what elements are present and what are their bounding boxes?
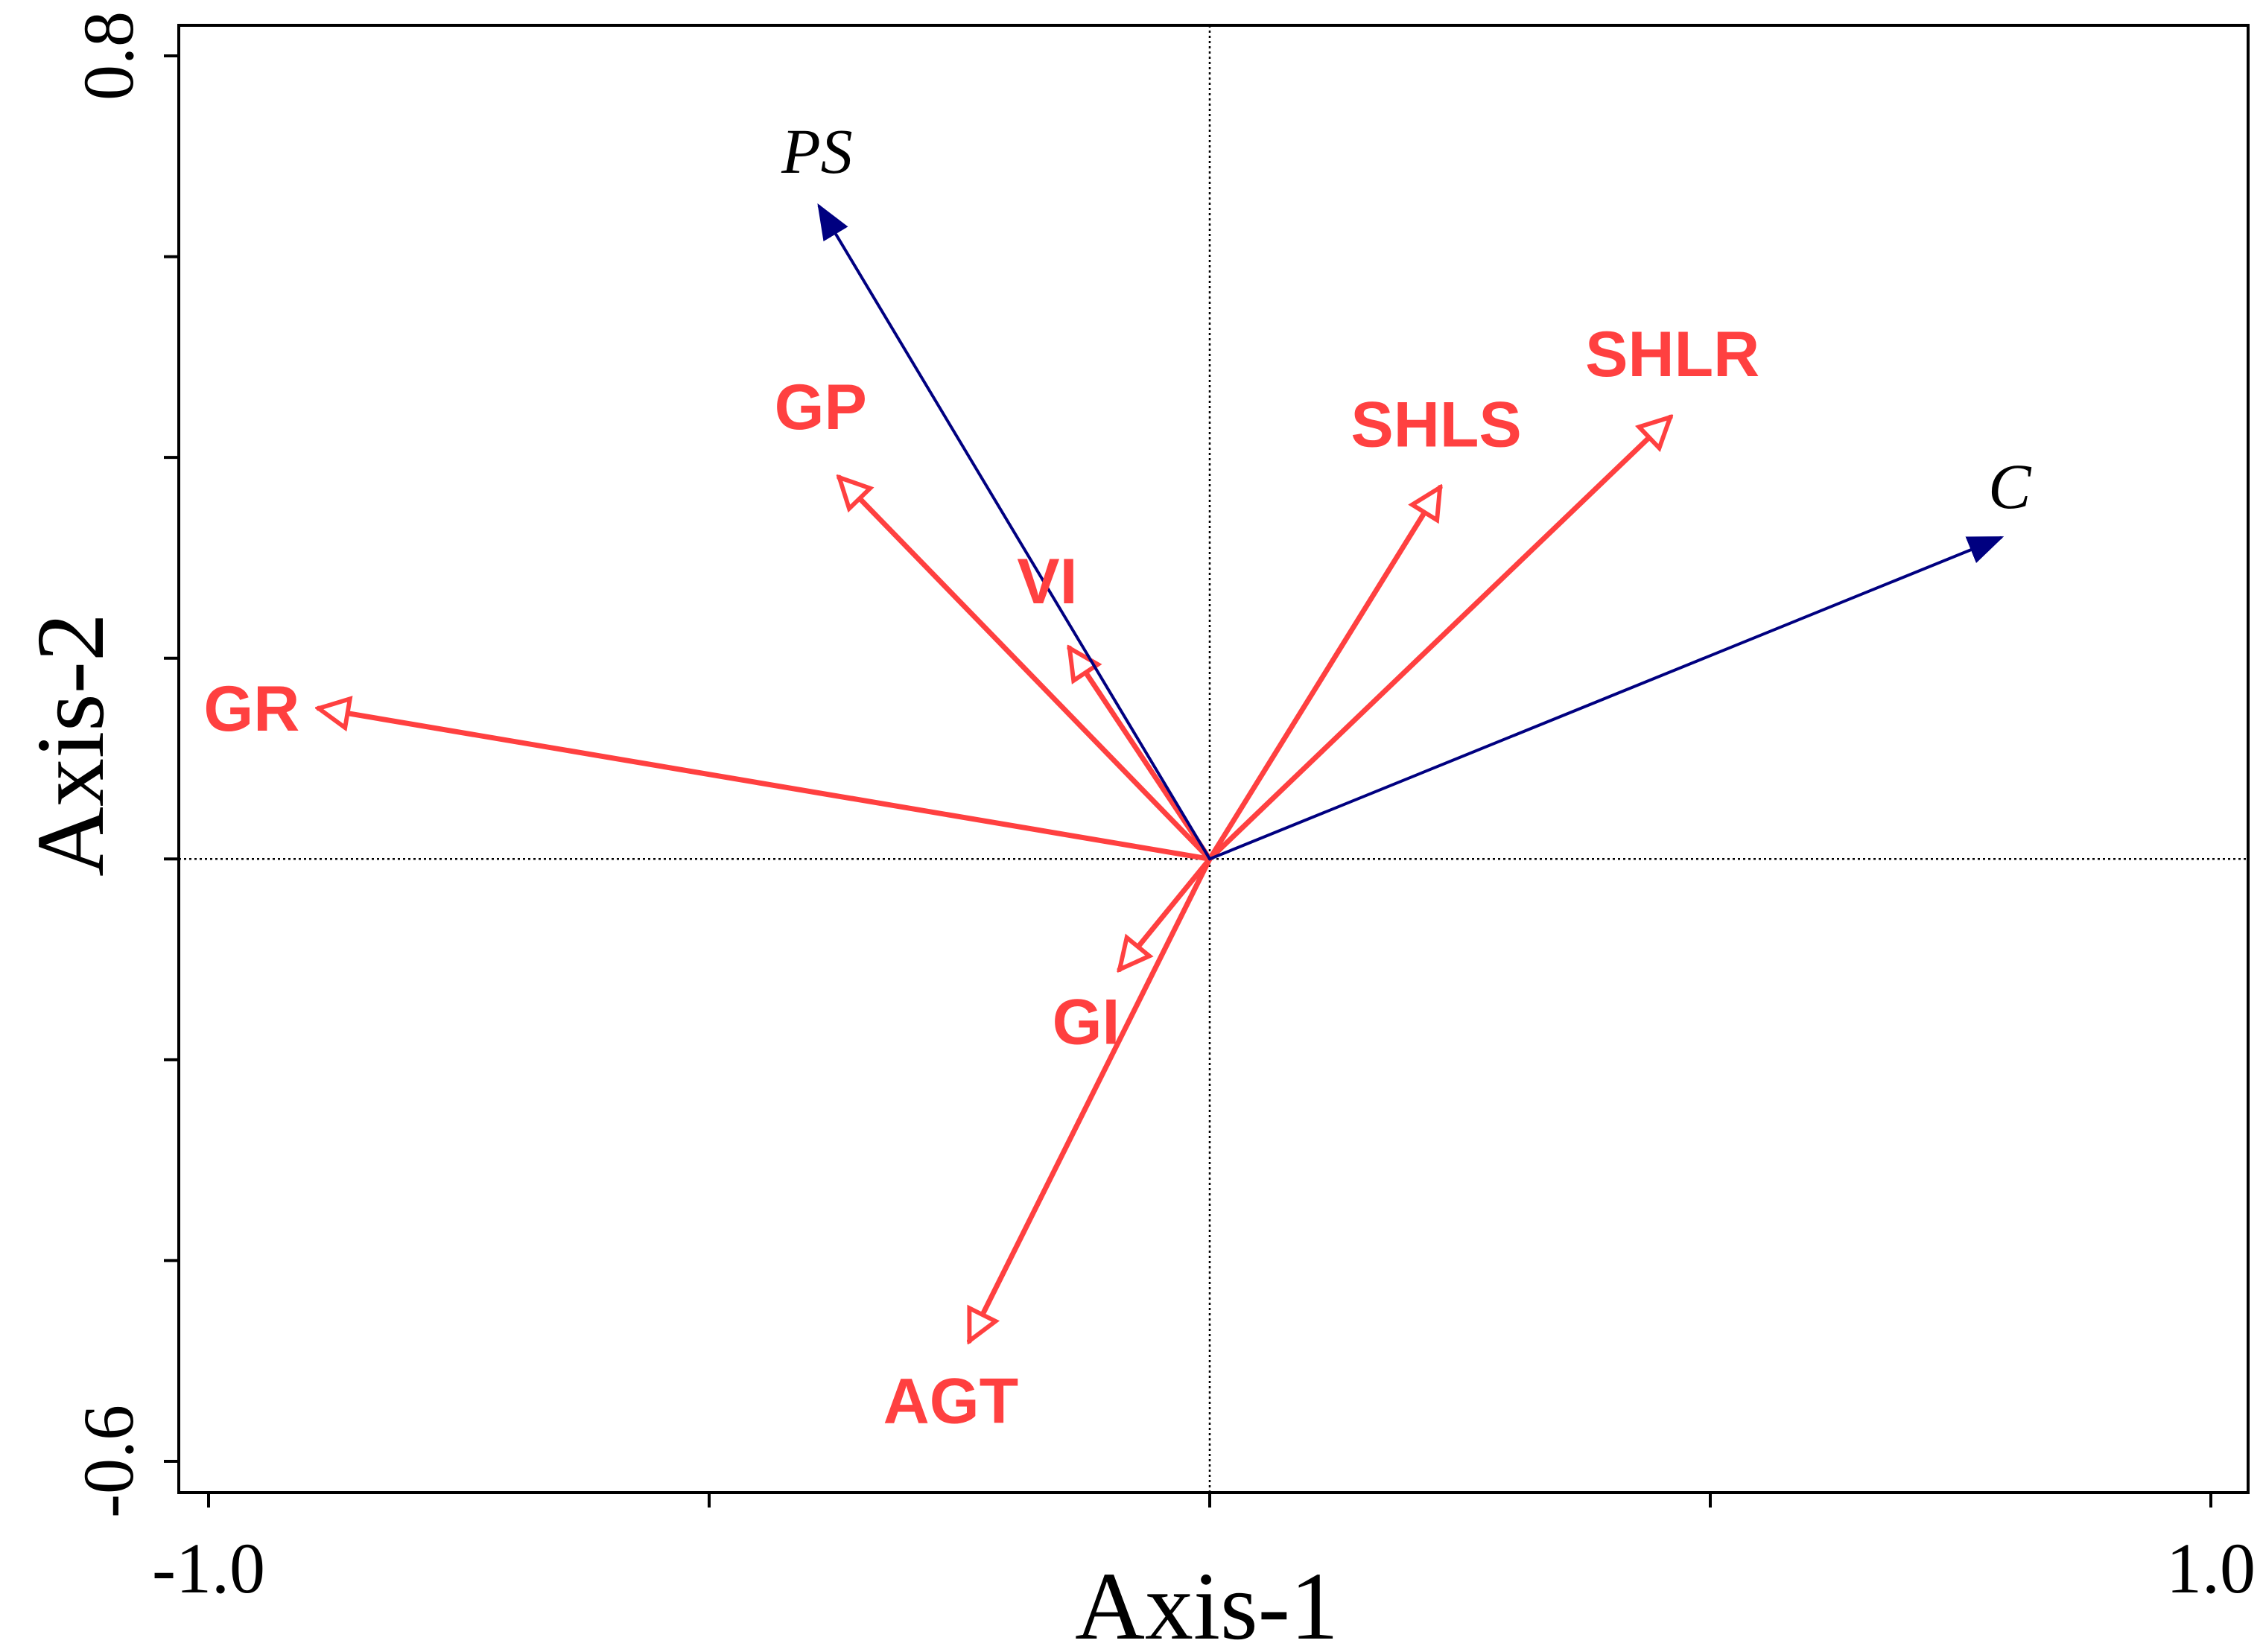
vector-label-agt: AGT (883, 1365, 1019, 1437)
vector-gr (319, 708, 1213, 862)
vector-label-ps: PS (781, 115, 853, 187)
vectors (319, 203, 2005, 1341)
x-axis-title: Axis-1 (1075, 1553, 1339, 1652)
plot-frame (177, 24, 2250, 1494)
y-tick-label: -0.6 (69, 1405, 148, 1518)
x-tick-label: -1.0 (152, 1528, 265, 1608)
vector-label-c: C (1988, 451, 2032, 522)
vector-label-shlr: SHLR (1585, 319, 1759, 390)
vector-label-vi: VI (1017, 546, 1077, 617)
vector-shls (1207, 488, 1443, 862)
x-tick-label: 1.0 (2166, 1528, 2256, 1608)
vector-vi (1070, 648, 1213, 862)
vector-labels: GR GP VI SHLS SHLR GI AGT PS C (203, 115, 2032, 1437)
vector-label-gr: GR (203, 673, 299, 745)
vector-shlr (1207, 417, 1670, 862)
y-axis-title: Axis-2 (17, 613, 124, 877)
vector-agt (966, 856, 1213, 1341)
y-tick-label: 0.8 (69, 11, 148, 101)
vector-label-gi: GI (1053, 987, 1120, 1058)
vector-label-shls: SHLS (1350, 390, 1521, 461)
reference-lines (179, 25, 2248, 1493)
vector-gp (840, 477, 1213, 862)
vector-c (1208, 536, 2005, 861)
vector-gi (1120, 856, 1213, 969)
tick-labels: -1.0 1.0 0.8 -0.6 (69, 11, 2256, 1608)
axis-ticks (164, 54, 2212, 1508)
vector-label-gp: GP (775, 372, 867, 443)
vector-ps (817, 203, 1211, 861)
